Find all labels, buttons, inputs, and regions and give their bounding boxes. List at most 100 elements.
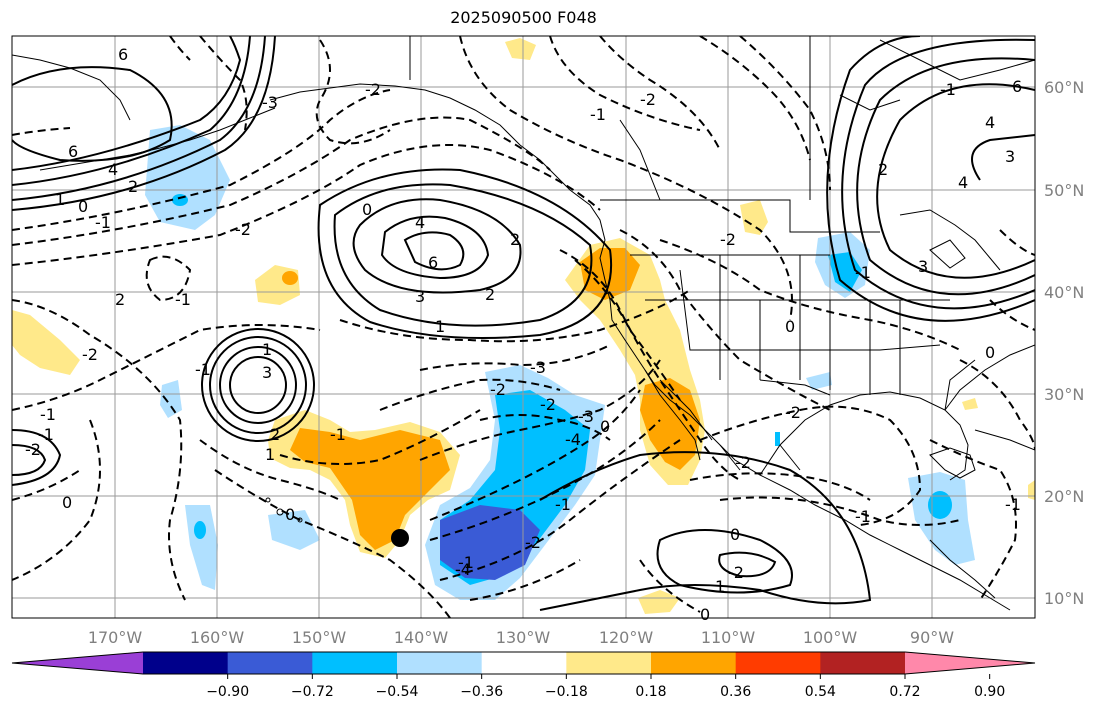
contour-label: 1 xyxy=(262,340,272,359)
contour-label: 0 xyxy=(600,417,610,436)
lon-label: 140°W xyxy=(394,628,449,647)
contour-label: -2 xyxy=(735,453,751,472)
anomaly-shading xyxy=(12,38,1035,614)
colorbar-tick-label: −0.72 xyxy=(291,684,334,700)
contour-label: -1 xyxy=(458,553,474,572)
colorbar-segment xyxy=(397,652,483,674)
contour-label: 2 xyxy=(128,177,138,196)
contour-label: -2 xyxy=(82,345,98,364)
contour-label: -2 xyxy=(540,395,556,414)
contour-label: 1 xyxy=(435,317,445,336)
contour-label: 2 xyxy=(485,285,495,304)
contour-label: -3 xyxy=(262,93,278,112)
colorbar-tick-label: 0.72 xyxy=(889,684,920,700)
contour-label: 2 xyxy=(878,160,888,179)
positive-contours xyxy=(12,36,1035,611)
lon-label: 160°W xyxy=(190,628,245,647)
contour-label: -2 xyxy=(785,403,801,422)
colorbar-segment xyxy=(227,652,313,674)
lat-label: 30°N xyxy=(1044,385,1084,404)
lon-label: 110°W xyxy=(701,628,756,647)
contour-label: 2 xyxy=(115,290,125,309)
contour-label: 6 xyxy=(428,253,438,272)
contour-label: -1 xyxy=(175,290,191,309)
colorbar-segment xyxy=(143,652,229,674)
colorbar-segment xyxy=(312,652,398,674)
contour-label: 0 xyxy=(700,605,710,624)
colorbar-tick-label: 0.54 xyxy=(805,684,836,700)
colorbar-segment xyxy=(651,652,737,674)
lat-label: 20°N xyxy=(1044,487,1084,506)
contour-label: 4 xyxy=(415,213,425,232)
colorbar-outline xyxy=(11,651,1036,675)
colorbar-tick-label: 0.90 xyxy=(974,684,1005,700)
contour-label: -3 xyxy=(530,358,546,377)
colorbar xyxy=(11,651,1036,675)
lon-label: 150°W xyxy=(292,628,347,647)
contour-label: -1 xyxy=(195,360,211,379)
contour-label: 1 xyxy=(715,577,725,596)
colorbar-tick-label: −0.90 xyxy=(206,684,249,700)
contour-label: -1 xyxy=(1005,495,1021,514)
contour-label: -3 xyxy=(578,407,594,426)
contour-label: 0 xyxy=(730,525,740,544)
contour-label: -1 xyxy=(590,105,606,124)
coastlines xyxy=(12,36,1035,611)
contour-label: -2 xyxy=(525,533,541,552)
contour-label: 4 xyxy=(108,160,118,179)
contour-label: -2 xyxy=(25,440,41,459)
lon-label: 130°W xyxy=(496,628,551,647)
contour-label: -1 xyxy=(855,507,871,526)
contour-label: 4 xyxy=(958,173,968,192)
colorbar-tick-label: −0.18 xyxy=(545,684,588,700)
contour-label: -4 xyxy=(565,430,581,449)
contour-label: 0 xyxy=(785,317,795,336)
contour-label: -2 xyxy=(720,230,736,249)
colorbar-segment xyxy=(735,652,821,674)
longitude-labels: 170°W 160°W 150°W 140°W 130°W 120°W 110°… xyxy=(88,628,954,647)
contour-label: -2 xyxy=(365,80,381,99)
contour-label: 2 xyxy=(510,230,520,249)
lon-label: 100°W xyxy=(803,628,858,647)
lat-label: 40°N xyxy=(1044,283,1084,302)
contour-label: -1 xyxy=(38,425,54,444)
storm-center-marker xyxy=(391,529,409,547)
lon-label: 90°W xyxy=(910,628,954,647)
contour-label: 3 xyxy=(1005,147,1015,166)
contour-label: 0 xyxy=(985,343,995,362)
contour-label: 0 xyxy=(362,200,372,219)
contour-label: 3 xyxy=(415,287,425,306)
contour-label: 4 xyxy=(985,113,995,132)
contour-label: -1 xyxy=(40,405,56,424)
contour-label: -1 xyxy=(940,80,956,99)
latitude-labels: 60°N 50°N 40°N 30°N 20°N 10°N xyxy=(1044,78,1084,608)
contour-label: -4 xyxy=(455,560,471,579)
contour-label: -1 xyxy=(555,495,571,514)
contour-label: 0 xyxy=(78,197,88,216)
map-frame xyxy=(11,35,1036,619)
lon-label: 120°W xyxy=(599,628,654,647)
negative-anomaly-nw xyxy=(145,125,230,230)
contour-label: -2 xyxy=(490,380,506,399)
contour-label: -2 xyxy=(235,220,251,239)
lat-label: 50°N xyxy=(1044,181,1084,200)
colorbar-tick-label: −0.36 xyxy=(460,684,503,700)
contour-label: 1 xyxy=(265,445,275,464)
contour-label: -1 xyxy=(95,213,111,232)
contour-label: 6 xyxy=(1012,77,1022,96)
lat-label: 60°N xyxy=(1044,78,1084,97)
colorbar-ticks: −0.90 −0.72 −0.54 −0.36 −0.18 0.18 0.36 0.54 0.7… xyxy=(206,674,1005,700)
contour-label: 6 xyxy=(118,45,128,64)
contour-label: 6 xyxy=(68,142,78,161)
colorbar-tick-label: 0.18 xyxy=(635,684,666,700)
lat-label: 10°N xyxy=(1044,589,1084,608)
negative-contours xyxy=(12,36,1035,618)
contour-label: 3 xyxy=(262,363,272,382)
contour-label: 1 xyxy=(55,190,65,209)
colorbar-segment xyxy=(12,652,143,674)
contour-label: 0 xyxy=(285,505,295,524)
graticule xyxy=(12,36,1035,618)
contour-label: -1 xyxy=(330,425,346,444)
contour-label: 3 xyxy=(918,257,928,276)
